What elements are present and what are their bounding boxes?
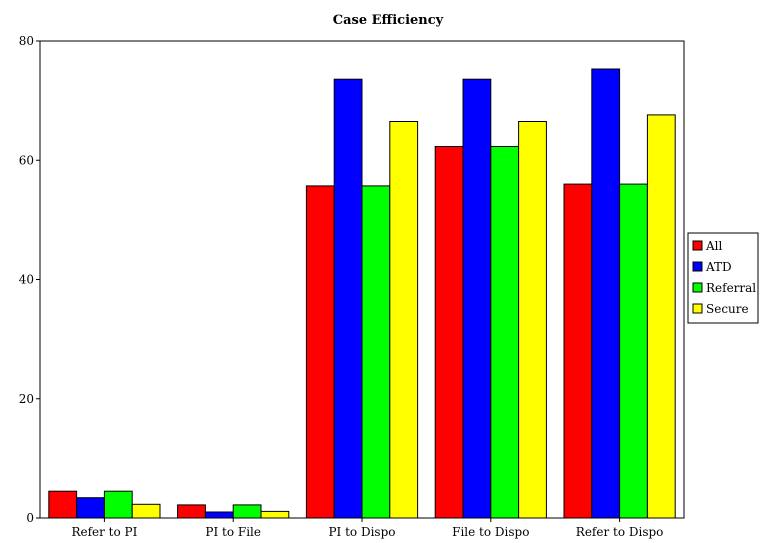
- bar-referral-1: [103, 490, 133, 519]
- bar-atd-5: [591, 68, 621, 519]
- bar-secure-4: [518, 121, 547, 519]
- y-tick-label: 40: [19, 273, 34, 287]
- bar-all-4: [434, 146, 464, 519]
- bar-all-1: [48, 490, 78, 519]
- legend-label-secure: Secure: [706, 302, 749, 316]
- bar-atd-3: [333, 78, 363, 519]
- y-axis: 0 20 40 60 80: [19, 34, 40, 525]
- legend-label-atd: ATD: [705, 260, 732, 274]
- bar-all-2: [177, 504, 206, 519]
- legend-swatch-secure: [692, 303, 703, 314]
- y-tick-label: 60: [19, 153, 34, 167]
- legend-label-referral: Referral: [706, 281, 756, 295]
- y-tick-label: 80: [19, 34, 34, 48]
- bar-secure-3: [389, 121, 419, 519]
- x-tick-label: File to Dispo: [452, 525, 529, 539]
- bar-atd-4: [462, 78, 492, 519]
- legend: All ATD Referral Secure: [687, 232, 759, 324]
- bar-secure-1: [131, 503, 161, 519]
- y-tick-label: 20: [19, 392, 34, 406]
- x-tick-label: PI to File: [205, 525, 261, 539]
- chart-title: Case Efficiency: [333, 13, 444, 28]
- bars-group: [48, 68, 676, 519]
- bar-secure-2: [260, 510, 290, 519]
- legend-swatch-atd: [692, 261, 703, 272]
- legend-swatch-referral: [692, 282, 703, 293]
- bar-atd-1: [76, 497, 105, 519]
- bar-atd-2: [204, 511, 234, 519]
- legend-label-all: All: [705, 239, 723, 253]
- x-tick-label: Refer to PI: [71, 525, 137, 539]
- bar-referral-2: [232, 504, 262, 519]
- x-axis: Refer to PI PI to File PI to Dispo File to …: [71, 518, 663, 539]
- bar-all-3: [305, 185, 335, 519]
- legend-swatch-all: [692, 240, 703, 251]
- bar-referral-5: [619, 183, 648, 519]
- y-tick-label: 0: [26, 511, 34, 525]
- bar-referral-3: [361, 185, 391, 519]
- x-tick-label: PI to Dispo: [328, 525, 395, 539]
- bar-all-5: [563, 183, 593, 519]
- x-tick-label: Refer to Dispo: [576, 525, 664, 539]
- bar-secure-5: [646, 114, 676, 519]
- bar-referral-4: [490, 146, 520, 519]
